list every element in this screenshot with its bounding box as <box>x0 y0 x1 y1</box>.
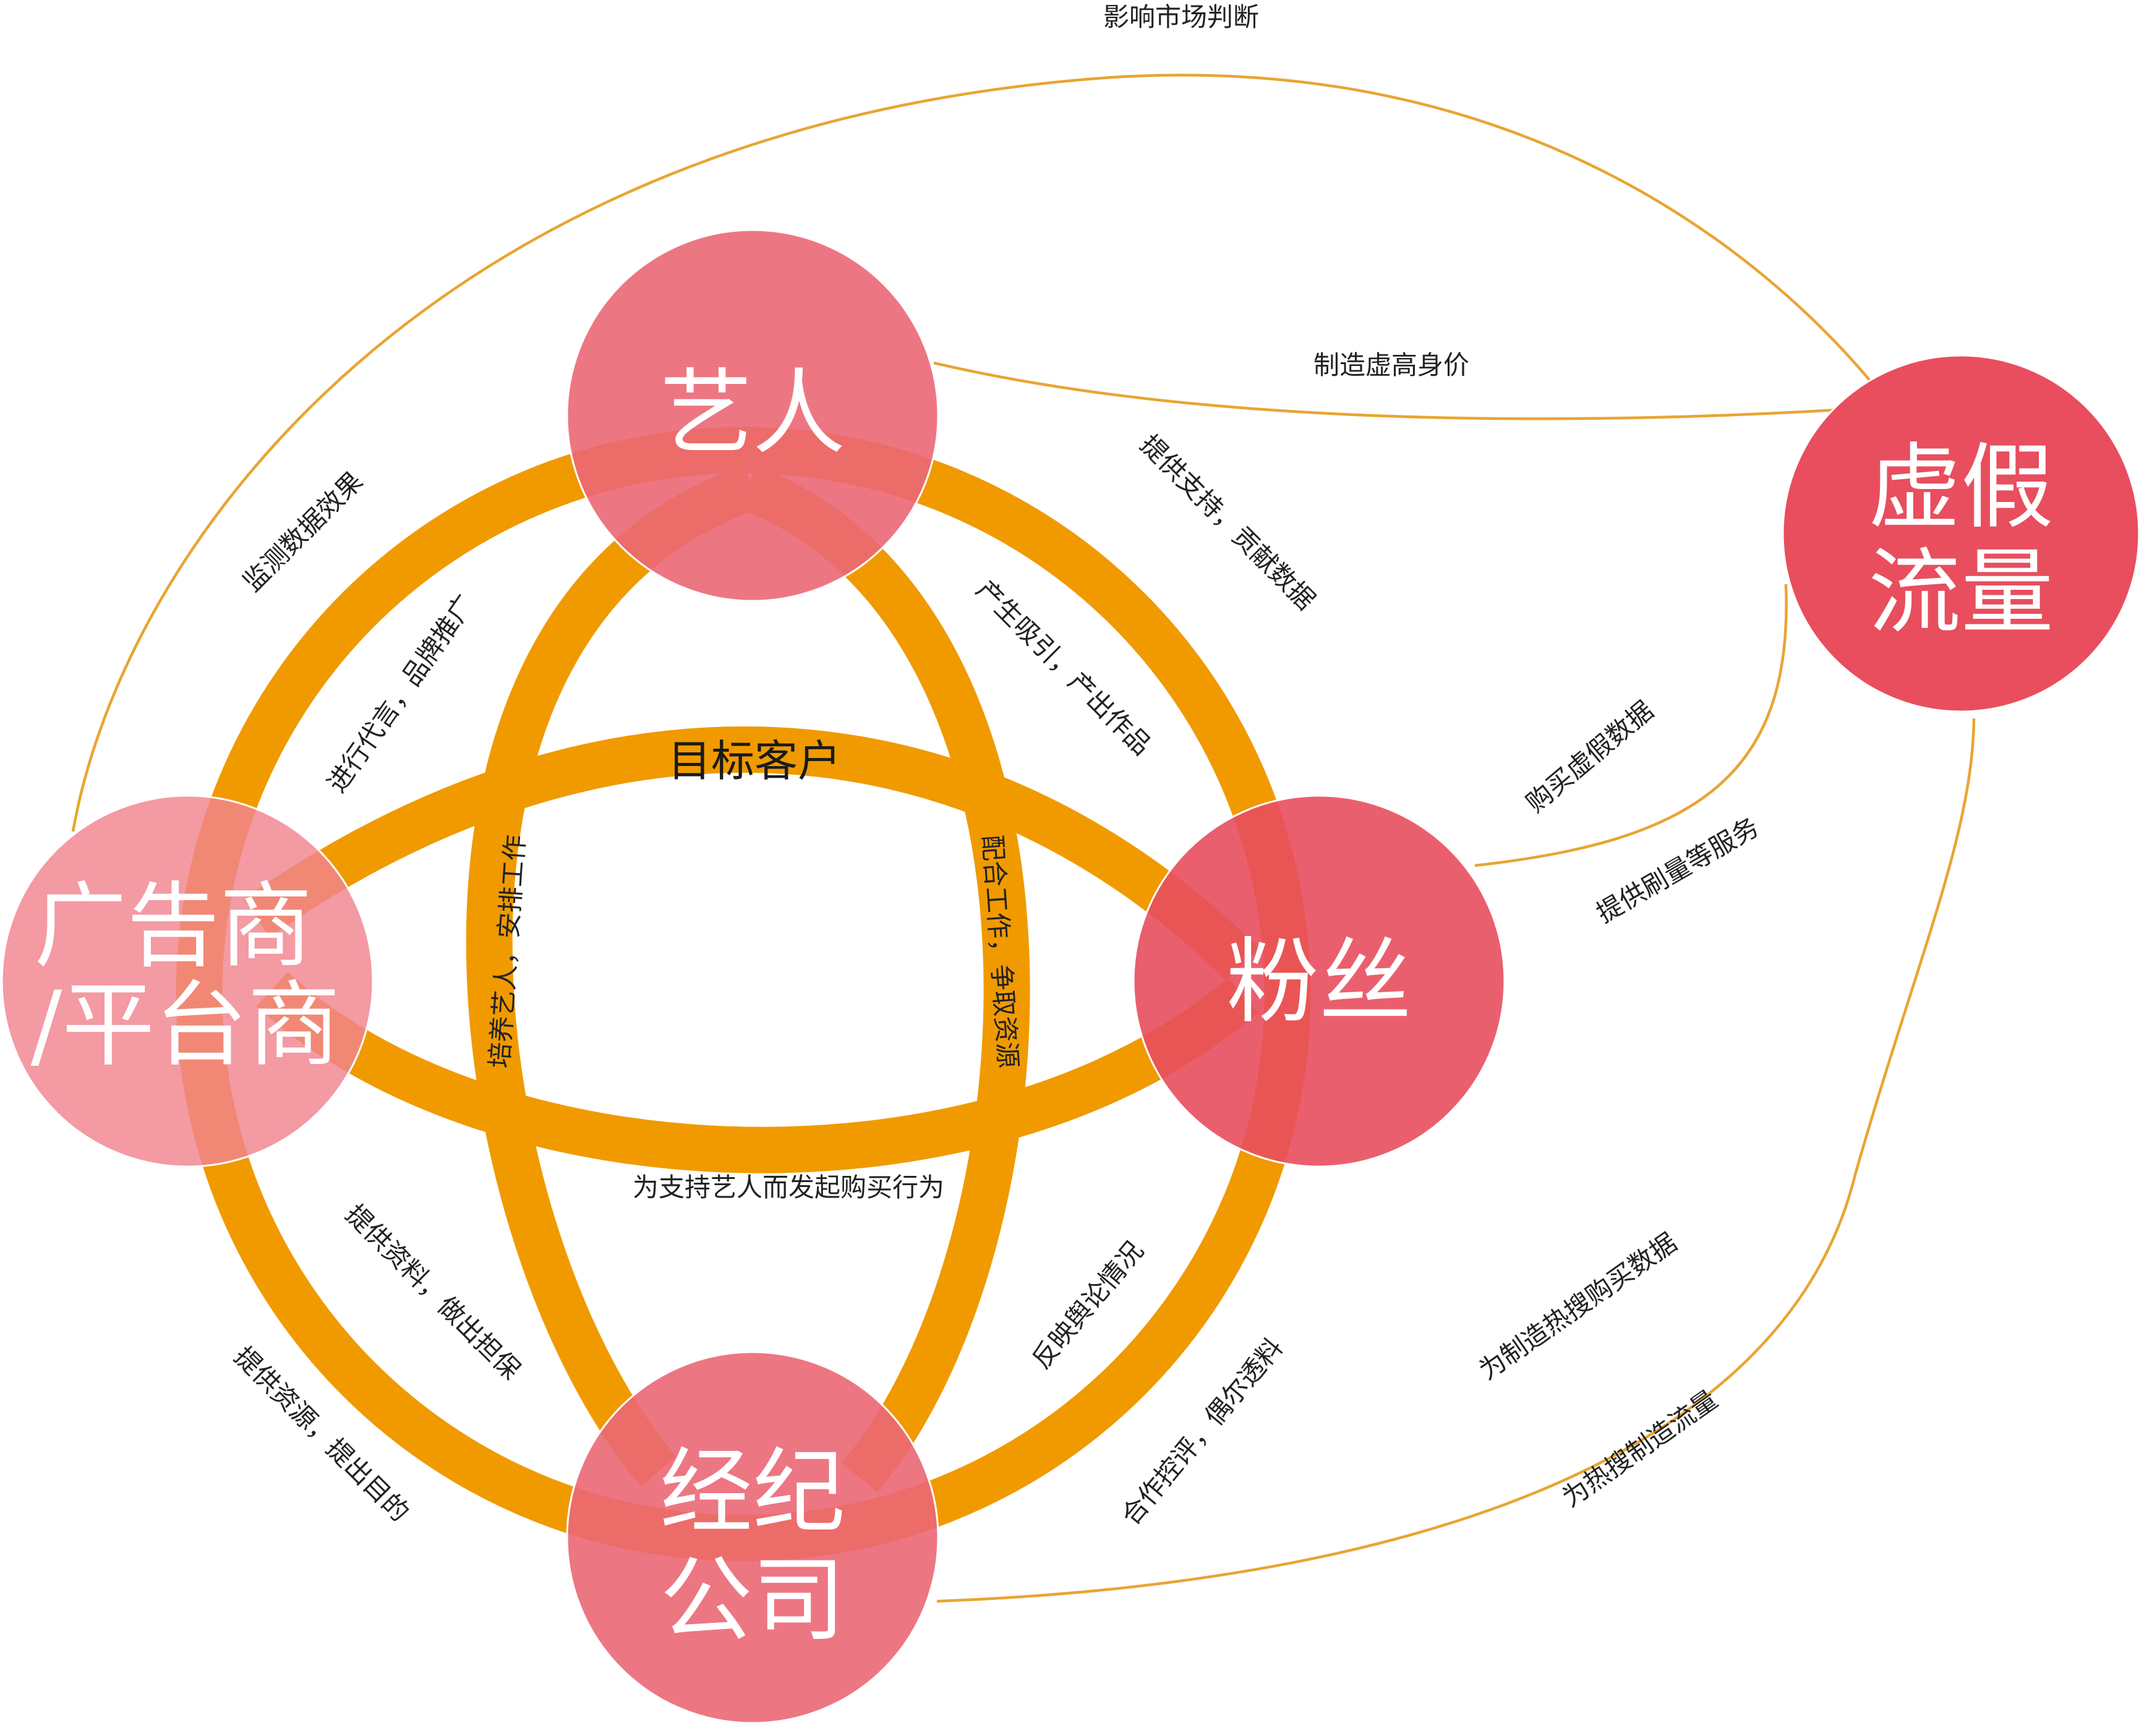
label-fan-purchase: 为支持艺人而发起购买行为 <box>633 1172 944 1202</box>
curve-artist-to-fake-traffic <box>933 361 1868 420</box>
agency-to-artist-band-right <box>740 466 1030 1493</box>
label-target-customer: 目标客户 <box>668 736 841 786</box>
fake-traffic-label-line1: 虚假 <box>1868 434 2054 542</box>
label-buy-fake-data: 购买虚假数据 <box>1520 695 1659 819</box>
fans-label: 粉丝 <box>1226 929 1412 1036</box>
node-artist <box>566 229 939 602</box>
node-fans <box>1132 794 1506 1168</box>
node-advertiser <box>1 794 374 1168</box>
label-boost-service: 提供刷量等服务 <box>1591 812 1764 929</box>
label-hot-search-data: 为制造热搜购买数据 <box>1474 1227 1683 1386</box>
label-hot-search-traffic: 为热搜制造流量 <box>1556 1384 1723 1513</box>
node-agency <box>566 1351 939 1724</box>
advertiser-label-line1: 广告商 <box>34 873 312 981</box>
label-monitor-data: 监测数据效果 <box>237 466 369 597</box>
label-influence-market: 影响市场判断 <box>1103 2 1259 32</box>
target-customer-band <box>243 726 1260 981</box>
agency-label-line2: 公司 <box>660 1547 845 1654</box>
artist-label: 艺人 <box>660 360 845 467</box>
label-create-fake-value: 制造虚高身价 <box>1313 350 1469 380</box>
node-fake-traffic <box>1782 354 2139 713</box>
label-provide-support: 提供支持，贡献数据 <box>1134 429 1321 616</box>
agency-label-line1: 经纪 <box>660 1439 845 1546</box>
fake-traffic-label-line2: 流量 <box>1868 539 2054 647</box>
curve-advertiser-to-fake-traffic <box>71 74 1881 832</box>
agency-to-artist-band-left <box>466 465 759 1487</box>
advertiser-label-line2: /平台商 <box>31 972 341 1079</box>
fan-purchase-band <box>256 972 1258 1173</box>
curve-fans-to-fake-traffic <box>1474 584 1788 867</box>
curve-agency-to-fake-traffic <box>936 718 1976 1603</box>
